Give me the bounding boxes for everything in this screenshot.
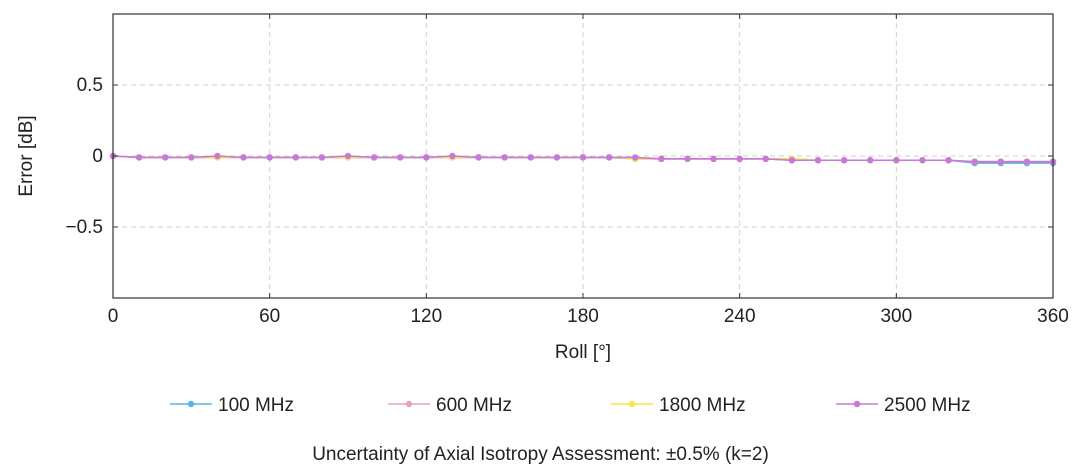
data-point <box>135 154 143 161</box>
legend-label: 1800 MHz <box>659 395 746 416</box>
ticks: 0 60 120 180 240 300 360 −0.5 0 0.5 <box>65 14 1069 327</box>
data-point <box>397 154 404 161</box>
x-tick-label: 300 <box>880 306 912 327</box>
data-point <box>579 154 587 161</box>
uncertainty-caption: Uncertainty of Axial Isotropy Assessment… <box>312 444 769 465</box>
data-point <box>840 157 848 164</box>
data-point <box>1023 158 1031 165</box>
data-point <box>501 154 508 161</box>
data-point <box>919 157 926 164</box>
x-tick-label: 360 <box>1037 306 1069 327</box>
x-axis-label: Roll [°] <box>555 342 611 363</box>
data-point <box>292 154 299 161</box>
data-point <box>449 152 456 160</box>
y-tick-label: 0 <box>92 146 103 167</box>
data-point <box>188 154 195 161</box>
data-point <box>370 154 378 161</box>
data-point <box>867 157 874 164</box>
data-point <box>945 157 952 164</box>
legend-label: 600 MHz <box>436 395 512 416</box>
legend-marker <box>187 400 195 408</box>
legend-entry: 2500 MHz <box>836 395 971 416</box>
data-point <box>344 152 352 160</box>
y-axis-label: Error [dB] <box>16 115 37 196</box>
legend-marker <box>628 400 636 408</box>
isotropy-chart: 0 60 120 180 240 300 360 −0.5 0 0.5 Roll [°] Erro… <box>16 13 1069 416</box>
x-tick-label: 180 <box>567 306 599 327</box>
series-layer <box>109 152 1057 167</box>
series-2500-mhz <box>109 152 1057 165</box>
legend-entry: 100 MHz <box>170 395 294 416</box>
data-point <box>736 155 743 163</box>
data-point <box>162 154 169 161</box>
legend-marker <box>405 400 413 408</box>
data-point <box>893 157 900 164</box>
data-point <box>971 158 978 165</box>
data-point <box>266 154 273 161</box>
data-point <box>788 157 796 164</box>
legend-label: 100 MHz <box>218 395 294 416</box>
data-point <box>475 154 482 161</box>
data-point <box>710 155 717 163</box>
data-point <box>553 154 561 161</box>
data-point <box>423 154 430 161</box>
x-tick-label: 0 <box>108 306 119 327</box>
legend-entry: 1800 MHz <box>611 395 746 416</box>
x-tick-label: 240 <box>724 306 756 327</box>
data-point <box>240 154 247 161</box>
data-point <box>214 152 221 160</box>
legend-entry: 600 MHz <box>388 395 512 416</box>
data-point <box>527 154 534 161</box>
data-point <box>684 155 691 163</box>
x-tick-label: 120 <box>410 306 442 327</box>
data-point <box>762 155 769 163</box>
data-point <box>814 157 822 164</box>
legend-label: 2500 MHz <box>884 395 971 416</box>
data-point <box>605 154 613 161</box>
data-point <box>997 158 1004 165</box>
legend-marker <box>853 400 861 408</box>
data-point <box>318 154 326 161</box>
data-point <box>632 154 639 161</box>
legend: 100 MHz 600 MHz 1800 MHz 2500 MHz <box>170 395 971 416</box>
y-tick-label: −0.5 <box>65 217 103 238</box>
x-tick-label: 60 <box>259 306 280 327</box>
data-point <box>658 155 665 163</box>
y-tick-label: 0.5 <box>77 75 103 96</box>
